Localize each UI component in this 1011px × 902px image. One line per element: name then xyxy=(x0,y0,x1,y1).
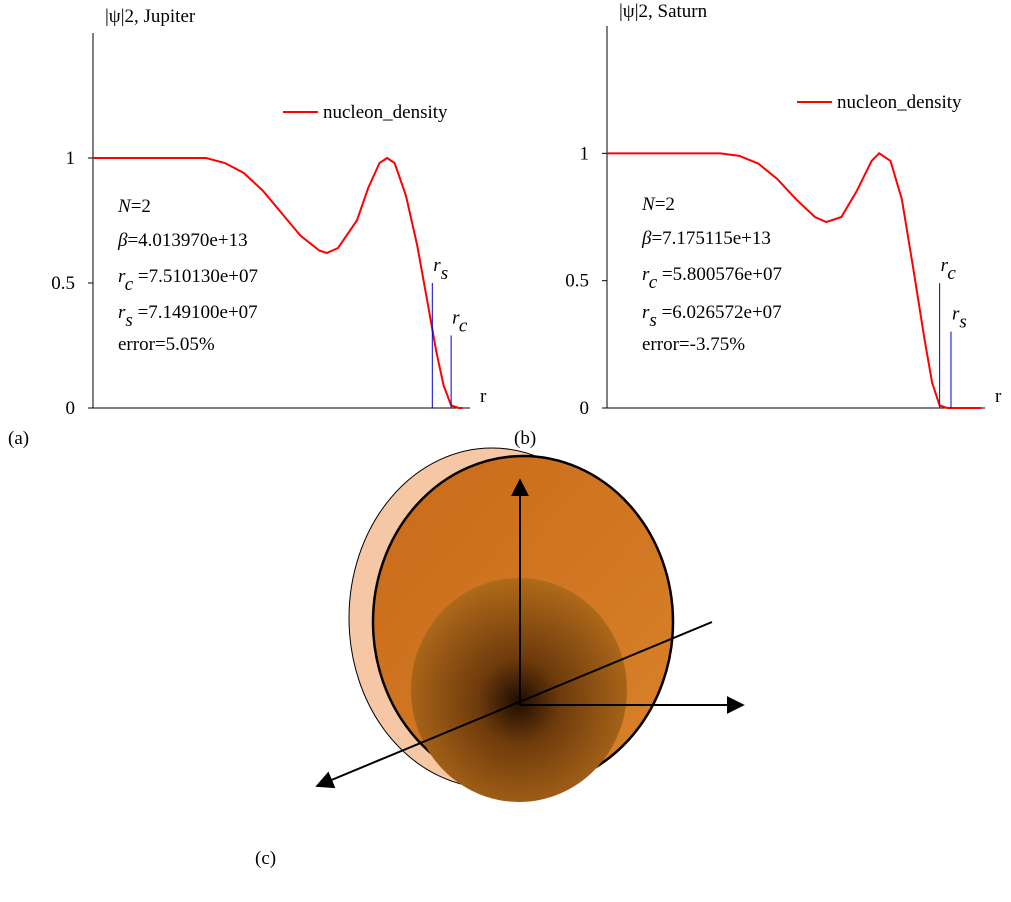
annotation: N=2 xyxy=(641,194,675,215)
subscript: s xyxy=(959,312,966,333)
annotation: β=4.013970e+13 xyxy=(117,230,248,251)
symbol: N xyxy=(641,194,656,215)
subscript: c xyxy=(125,274,134,295)
subscript: c xyxy=(947,263,956,284)
panel-label: (c) xyxy=(255,848,276,869)
annotation: rc xyxy=(941,255,957,284)
axis-arrow xyxy=(315,621,713,789)
text: error=5.05% xyxy=(118,334,215,355)
annotation: error=-3.75% xyxy=(642,334,745,355)
text: =7.175115e+13 xyxy=(651,228,770,249)
text: =6.026572e+07 xyxy=(657,302,782,323)
annotation: rs =7.149100e+07 xyxy=(118,302,258,331)
annotation: rs xyxy=(952,304,967,333)
y-tick-label: 1 xyxy=(66,148,76,169)
text: =7.510130e+07 xyxy=(133,266,258,287)
text: error=-3.75% xyxy=(642,334,745,355)
data-line xyxy=(93,156,463,409)
y-tick-label: 0.5 xyxy=(565,271,589,292)
panel-label: (b) xyxy=(514,428,536,449)
symbol: r xyxy=(952,304,960,325)
symbol: r xyxy=(941,255,949,276)
symbol: N xyxy=(117,196,132,217)
subscript: c xyxy=(459,316,468,337)
annotation: error=5.05% xyxy=(118,334,215,355)
y-axis-label: |ψ|2, Saturn xyxy=(619,1,708,22)
symbol: r xyxy=(433,255,441,276)
annotation: rs =6.026572e+07 xyxy=(642,302,782,331)
annotation: rc =7.510130e+07 xyxy=(118,266,258,295)
annotation: rc xyxy=(452,308,468,337)
symbol: r xyxy=(118,302,126,323)
annotation: rs xyxy=(433,255,448,284)
symbol: r xyxy=(642,302,650,323)
symbol: r xyxy=(452,308,460,329)
line-chart: 00.51|ψ|2, Jupiterrnucleon_densityrsrcN=… xyxy=(51,6,487,419)
text: =7.149100e+07 xyxy=(133,302,258,323)
y-tick-label: 1 xyxy=(580,143,590,164)
text: =4.013970e+13 xyxy=(127,230,247,251)
y-tick-label: 0.5 xyxy=(51,273,75,294)
panel-label: (a) xyxy=(8,428,29,449)
x-axis-label: r xyxy=(480,386,487,407)
subscript: s xyxy=(441,263,448,284)
y-tick-label: 0 xyxy=(580,398,590,419)
data-line xyxy=(607,152,982,409)
y-axis-label: |ψ|2, Jupiter xyxy=(105,6,196,27)
text: =5.800576e+07 xyxy=(657,264,782,285)
symbol: r xyxy=(118,266,126,287)
sphere-diagram xyxy=(315,447,745,802)
symbol: β xyxy=(641,228,652,249)
text: =2 xyxy=(131,196,151,217)
subscript: s xyxy=(649,310,656,331)
line-chart: 00.51|ψ|2, Saturnrnucleon_densityrcrsN=2… xyxy=(565,1,1002,419)
subscript: c xyxy=(649,272,658,293)
x-axis-label: r xyxy=(995,386,1002,407)
legend-label: nucleon_density xyxy=(323,102,448,123)
text: =2 xyxy=(655,194,675,215)
annotation: N=2 xyxy=(117,196,151,217)
symbol: r xyxy=(642,264,650,285)
annotation: rc =5.800576e+07 xyxy=(642,264,782,293)
symbol: β xyxy=(117,230,128,251)
y-tick-label: 0 xyxy=(66,398,76,419)
subscript: s xyxy=(125,310,132,331)
annotation: β=7.175115e+13 xyxy=(641,228,771,249)
legend-label: nucleon_density xyxy=(837,92,962,113)
